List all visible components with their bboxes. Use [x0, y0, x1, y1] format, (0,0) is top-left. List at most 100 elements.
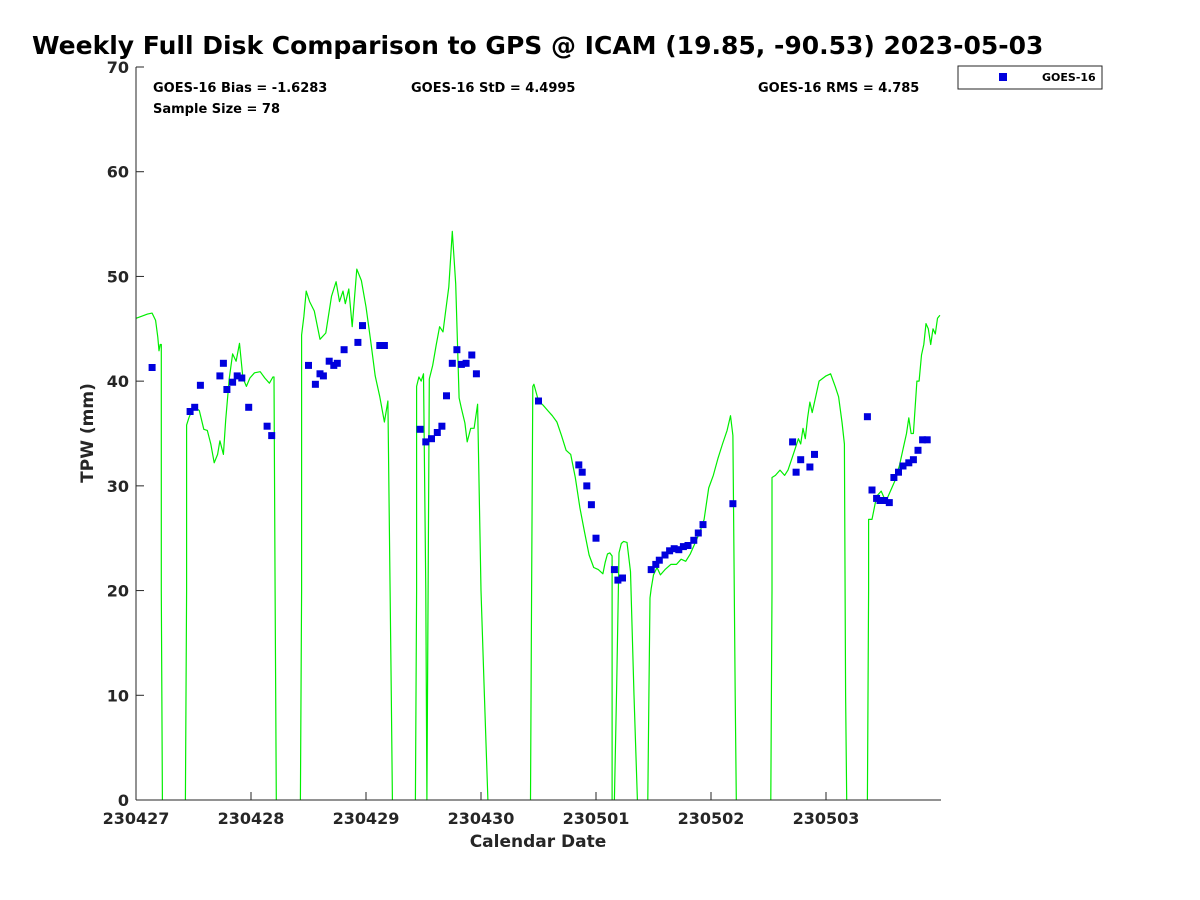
gps-line-segment	[529, 383, 613, 801]
goes-16-point	[268, 432, 276, 440]
goes-16-point	[797, 456, 805, 464]
x-tick-label: 230502	[678, 809, 745, 828]
y-tick-label: 60	[107, 163, 129, 182]
legend-entry-goes-16: GOES-16	[1042, 71, 1096, 84]
y-tick-label: 70	[107, 58, 129, 77]
y-axis-label: TPW (mm)	[78, 383, 98, 483]
goes-16-point	[652, 560, 660, 568]
goes-16-point	[670, 545, 678, 553]
legend: GOES-16	[957, 65, 1103, 90]
goes-16-point	[422, 438, 430, 446]
goes-16-point	[229, 378, 237, 386]
goes-16-point	[457, 360, 465, 368]
goes-16-point	[895, 468, 902, 476]
x-tick-label: 230501	[563, 809, 630, 828]
goes-16-point	[789, 438, 797, 446]
goes-16-point	[380, 342, 388, 349]
legend-marker-goes-16	[999, 73, 1007, 81]
goes-16-point	[148, 364, 156, 371]
goes-16-point	[305, 361, 312, 369]
goes-16-point	[923, 436, 931, 444]
gps-line-segment	[613, 540, 638, 801]
goes-16-point	[359, 322, 366, 330]
gps-line-segment	[184, 342, 277, 801]
goes-16-point	[909, 456, 917, 464]
goes-16-point	[325, 357, 333, 365]
goes-16-point	[453, 346, 461, 354]
sample-size-stat: Sample Size = 78	[153, 102, 280, 117]
goes-16-point	[575, 461, 583, 469]
std-stat: GOES-16 StD = 4.4995	[411, 81, 575, 96]
goes-16-point	[263, 422, 271, 430]
gps-line-segment	[428, 230, 489, 801]
goes-16-point	[468, 351, 476, 359]
goes-16-point	[438, 422, 446, 430]
legend-box	[957, 65, 1103, 90]
goes-16-point	[354, 338, 362, 346]
goes-16-point	[905, 459, 913, 467]
x-tick-label: 230430	[448, 809, 515, 828]
goes-16-point	[806, 463, 814, 471]
goes-16-point	[340, 346, 348, 354]
goes-16-point	[578, 468, 586, 476]
goes-16-point	[876, 497, 884, 504]
goes-16-point	[679, 543, 687, 551]
goes-16-point	[592, 534, 600, 542]
goes-16-point	[863, 413, 871, 421]
goes-16-point	[666, 547, 674, 555]
goes-16-point	[885, 499, 893, 507]
y-tick-label: 30	[107, 477, 129, 496]
goes-16-point	[699, 521, 707, 529]
goes-16-point	[535, 397, 542, 405]
goes-16-point	[675, 546, 683, 554]
y-tick-label: 50	[107, 267, 129, 286]
chart-title: Weekly Full Disk Comparison to GPS @ ICA…	[32, 31, 1043, 60]
goes-16-point	[311, 380, 319, 388]
x-tick-label: 230503	[793, 809, 860, 828]
x-tick-label: 230427	[103, 809, 170, 828]
goes-16-point	[472, 370, 480, 378]
goes-16-point	[191, 403, 199, 411]
goes-16-point	[661, 551, 669, 559]
goes-16-point	[223, 386, 231, 393]
goes-16-point	[333, 359, 341, 367]
bias-stat: GOES-16 Bias = -1.6283	[153, 81, 327, 96]
y-axis-ticks: 0 10 20 30 40 50 60 70	[107, 58, 144, 810]
goes-16-point	[433, 429, 441, 436]
goes-16-point	[443, 392, 450, 400]
y-tick-label: 40	[107, 372, 129, 391]
goes-16-point	[647, 566, 655, 574]
goes-16-point	[811, 450, 818, 458]
x-tick-label: 230429	[333, 809, 400, 828]
goes-16-point	[792, 468, 800, 476]
goes-16-point	[881, 497, 889, 504]
rms-stat: GOES-16 RMS = 4.785	[758, 81, 919, 96]
x-axis-ticks: 230427 230428 230429 230430 230501 230502 2305…	[103, 792, 860, 828]
goes-16-point	[619, 574, 626, 582]
gps-line-segment	[299, 268, 393, 801]
goes-16-point	[899, 462, 907, 470]
goes-16-point	[655, 556, 663, 564]
gps-line-segment	[414, 373, 430, 801]
goes-16-point	[890, 474, 898, 481]
goes-16-point	[919, 436, 927, 444]
goes-16-point	[319, 372, 327, 380]
y-tick-label: 10	[107, 686, 129, 705]
goes-16-point	[868, 486, 876, 494]
goes-16-point	[238, 374, 246, 382]
goes-16-point	[233, 372, 241, 380]
goes-16-point	[186, 408, 194, 415]
y-tick-label: 20	[107, 582, 129, 601]
x-tick-label: 230428	[218, 809, 285, 828]
goes-16-point	[614, 576, 622, 584]
goes-16-point	[684, 542, 692, 549]
goes-16-point	[914, 446, 922, 454]
goes-16-point	[376, 342, 384, 349]
gps-line-segment	[770, 373, 848, 801]
goes-16-point	[196, 381, 204, 389]
goes-16-point	[583, 482, 591, 490]
x-axis-label: Calendar Date	[470, 832, 607, 852]
goes-16-point	[462, 359, 470, 367]
gps-line-segment	[135, 312, 163, 801]
